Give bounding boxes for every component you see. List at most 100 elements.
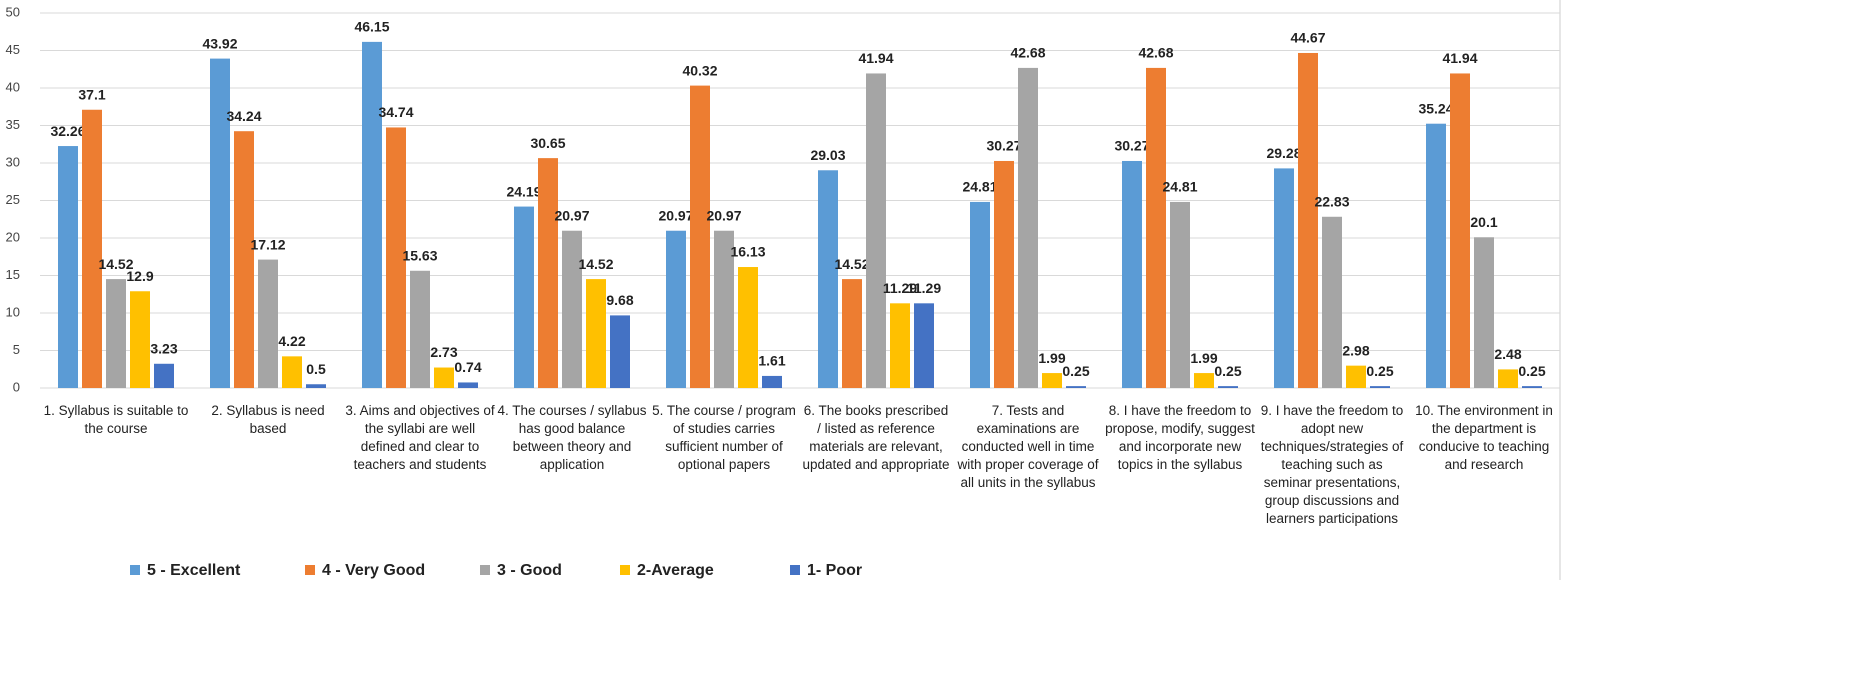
data-label: 14.52 <box>98 256 133 272</box>
y-tick-label: 25 <box>6 192 20 207</box>
legend-label: 1- Poor <box>807 562 862 579</box>
data-label: 15.63 <box>402 247 437 263</box>
bar <box>1322 216 1342 388</box>
y-tick-label: 15 <box>6 267 20 282</box>
bar <box>1450 73 1470 388</box>
bar <box>1018 67 1038 389</box>
y-tick-label: 35 <box>6 117 20 132</box>
y-tick-label: 30 <box>6 154 20 169</box>
data-label: 30.27 <box>1114 138 1149 154</box>
bar <box>210 58 230 388</box>
y-tick-label: 20 <box>6 229 20 244</box>
bar <box>842 279 862 388</box>
bar <box>1498 369 1518 388</box>
data-label: 9.68 <box>606 292 633 308</box>
data-label: 30.27 <box>986 138 1021 154</box>
legend-label: 2-Average <box>637 562 714 579</box>
bar <box>1194 373 1214 388</box>
data-label: 24.19 <box>506 183 541 199</box>
x-tick-label: 4. The courses / syllabus has good balan… <box>497 403 647 472</box>
data-label: 1.61 <box>758 353 785 369</box>
data-label: 34.24 <box>226 108 261 124</box>
data-label: 29.03 <box>810 147 845 163</box>
data-label: 17.12 <box>250 236 285 252</box>
bar <box>1170 201 1190 388</box>
data-label: 29.28 <box>1266 145 1301 161</box>
bar <box>58 146 78 388</box>
bar <box>690 85 710 388</box>
bar <box>82 109 102 388</box>
legend-swatch <box>620 565 630 575</box>
data-label: 22.83 <box>1314 193 1349 209</box>
bar <box>762 375 782 388</box>
bar <box>666 230 686 388</box>
bar <box>914 303 934 388</box>
bar <box>1218 386 1238 388</box>
x-tick-label: 2. Syllabus is need based <box>211 403 325 436</box>
legend-swatch <box>130 565 140 575</box>
bar <box>386 127 406 388</box>
bar <box>562 230 582 388</box>
data-label: 46.15 <box>354 19 389 35</box>
bar <box>1298 52 1318 388</box>
data-label: 1.99 <box>1190 350 1217 366</box>
x-tick-label: 6. The books prescribed / listed as refe… <box>802 403 950 472</box>
y-tick-label: 10 <box>6 304 20 319</box>
x-tick-label: 10. The environment in the department is… <box>1415 403 1553 472</box>
bar <box>410 270 430 388</box>
data-label: 2.48 <box>1494 346 1521 362</box>
data-label: 14.52 <box>578 256 613 272</box>
data-label: 41.94 <box>858 50 893 66</box>
bar <box>1274 168 1294 388</box>
data-label: 0.74 <box>454 359 481 375</box>
data-label: 1.99 <box>1038 350 1065 366</box>
bar <box>514 206 534 388</box>
bar <box>1346 365 1366 388</box>
y-tick-label: 5 <box>13 342 20 357</box>
bar <box>586 279 606 388</box>
bar <box>738 267 758 388</box>
bar <box>1042 373 1062 388</box>
data-label: 41.94 <box>1442 50 1477 66</box>
legend-swatch <box>790 565 800 575</box>
data-label: 3.23 <box>150 340 177 356</box>
bar <box>610 315 630 388</box>
bar <box>1146 67 1166 389</box>
data-label: 42.68 <box>1138 45 1173 61</box>
bar <box>866 73 886 388</box>
y-tick-label: 0 <box>13 379 20 394</box>
data-label: 11.29 <box>883 280 917 296</box>
data-label: 20.97 <box>554 207 589 223</box>
legend-label: 3 - Good <box>497 562 562 579</box>
data-label: 0.5 <box>306 361 326 377</box>
data-label: 24.81 <box>1162 179 1197 195</box>
bar <box>306 384 326 388</box>
data-label: 43.92 <box>202 35 237 51</box>
bar <box>970 201 990 388</box>
data-label: 34.74 <box>378 104 413 120</box>
y-tick-label: 50 <box>6 4 20 19</box>
data-label: 12.9 <box>126 268 153 284</box>
bar <box>1066 386 1086 388</box>
data-label: 20.97 <box>658 207 693 223</box>
x-tick-label: 3. Aims and objectives of the syllabi ar… <box>345 403 495 472</box>
data-label: 20.1 <box>1470 214 1497 230</box>
bar <box>1522 386 1542 388</box>
data-label: 0.25 <box>1062 363 1089 379</box>
y-tick-label: 45 <box>6 42 20 57</box>
data-label: 42.68 <box>1010 45 1045 61</box>
bar <box>1122 160 1142 388</box>
data-label: 16.13 <box>730 244 765 260</box>
bar <box>1426 123 1446 388</box>
bar <box>538 158 558 388</box>
data-label: 0.25 <box>1214 363 1241 379</box>
x-tick-label: 7. Tests and examinations are conducted … <box>957 403 1099 490</box>
data-label: 37.1 <box>78 86 105 102</box>
bar <box>282 356 302 388</box>
bar <box>458 382 478 388</box>
data-label: 14.52 <box>834 256 869 272</box>
bar <box>1370 386 1390 388</box>
legend-label: 5 - Excellent <box>147 562 241 579</box>
data-label: 44.67 <box>1290 30 1325 46</box>
